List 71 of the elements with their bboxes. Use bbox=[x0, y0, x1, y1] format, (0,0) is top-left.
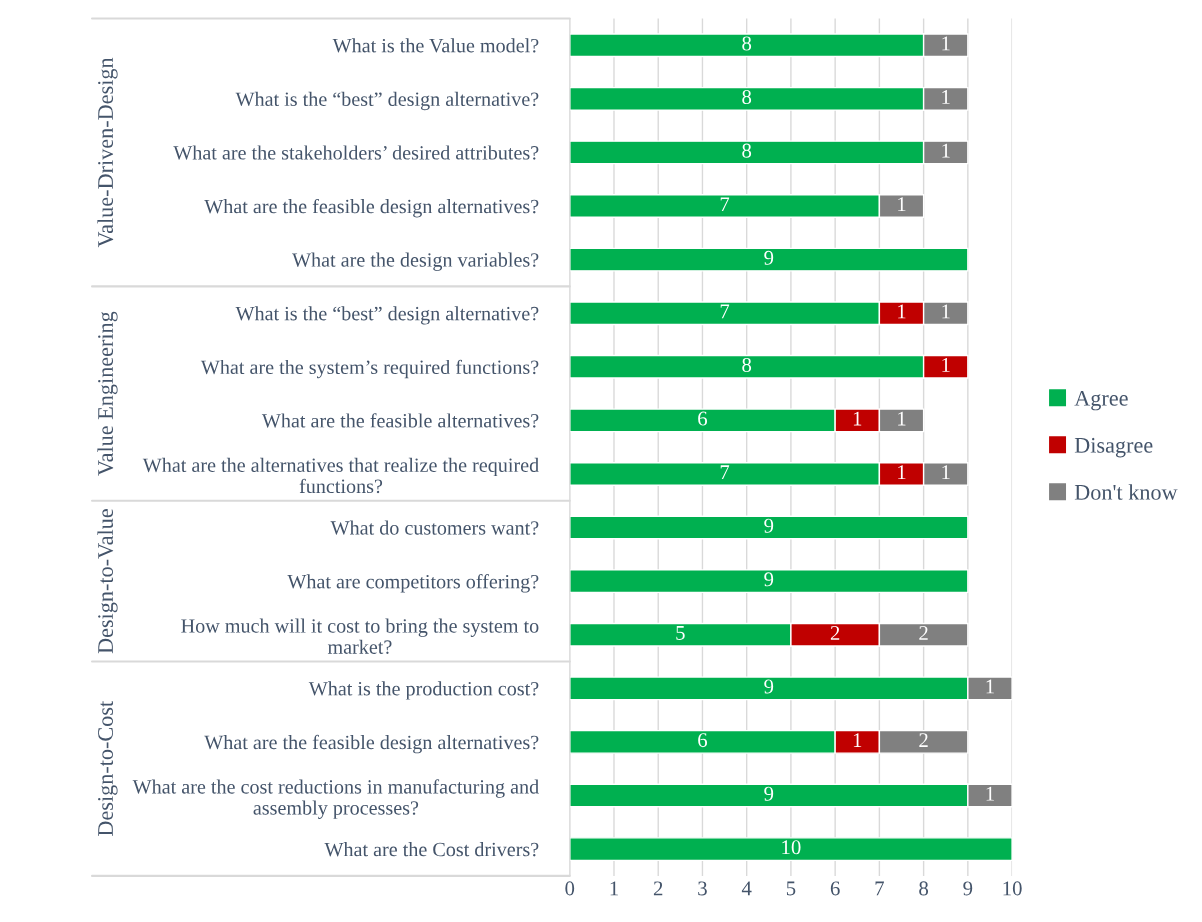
data-label: 9 bbox=[764, 572, 774, 587]
y-tick-label: What are the feasible design alternatives? bbox=[204, 734, 539, 754]
data-label: 7 bbox=[720, 465, 730, 479]
x-tick-label: 1 bbox=[610, 881, 618, 896]
text: Value Engineering bbox=[97, 311, 118, 476]
legend-label: Disagree bbox=[1074, 437, 1153, 458]
y-tick-label: What are the stakeholders’ desired attributes? bbox=[173, 145, 539, 160]
data-label: 10 bbox=[782, 840, 801, 855]
x-tick-label: 2 bbox=[653, 881, 663, 896]
data-label: 2 bbox=[919, 625, 928, 640]
data-label: 7 bbox=[720, 304, 730, 319]
data-label: 9 bbox=[764, 679, 774, 694]
y-tick-label: What are the cost reductions in manufacturing and assembly processes? bbox=[132, 779, 539, 819]
text: Design-to-Cost bbox=[98, 700, 118, 836]
data-label: 9 bbox=[764, 786, 774, 801]
data-label: 1 bbox=[942, 36, 950, 51]
data-label: 1 bbox=[853, 411, 862, 426]
x-tick-label: 5 bbox=[786, 881, 796, 896]
data-label: 6 bbox=[698, 411, 708, 426]
text: Value-Driven-Design bbox=[97, 57, 118, 248]
data-label: 1 bbox=[898, 465, 906, 479]
bar bbox=[569, 515, 969, 540]
y-tick-label: What are the feasible alternatives? bbox=[261, 413, 539, 428]
data-label: 1 bbox=[898, 304, 906, 319]
data-label: 8 bbox=[742, 36, 752, 51]
data-label: 1 bbox=[898, 411, 906, 426]
y-tick-label: What is the “best” design alternative? bbox=[235, 91, 539, 111]
y-tick-label: What are competitors offering? bbox=[287, 574, 539, 593]
data-label: 1 bbox=[942, 465, 950, 479]
x-tick-label: 8 bbox=[919, 881, 929, 896]
data-label: 1 bbox=[942, 90, 950, 104]
y-tick-label: What do customers want? bbox=[330, 520, 539, 535]
y-tick-label: What is the “best” design alternative? bbox=[235, 306, 539, 325]
y-tick-label: What are the alternatives that realize the required functions? bbox=[142, 457, 539, 494]
data-label: 8 bbox=[742, 357, 752, 372]
data-label: 1 bbox=[986, 786, 994, 801]
y-tick-label: What is the Value model? bbox=[332, 38, 539, 53]
bar bbox=[569, 837, 1013, 862]
data-label: 8 bbox=[742, 89, 752, 105]
y-tick-label: What are the feasible design alternatives? bbox=[204, 198, 539, 218]
x-tick-label: 0 bbox=[565, 881, 575, 896]
y-tick-label: What are the design variables? bbox=[292, 252, 539, 271]
x-tick-label: 9 bbox=[963, 881, 973, 896]
data-label: 9 bbox=[764, 250, 774, 265]
bar bbox=[569, 247, 969, 272]
data-label: 6 bbox=[698, 733, 708, 748]
y-tick-label: What are the Cost drivers? bbox=[324, 842, 539, 857]
bar bbox=[569, 569, 969, 594]
data-label: 1 bbox=[986, 679, 994, 694]
legend-label: Don't know bbox=[1074, 484, 1178, 500]
data-label: 1 bbox=[898, 197, 906, 212]
y-tick-label: What is the production cost? bbox=[308, 681, 539, 700]
y-tick-label: What are the system’s required functions? bbox=[200, 359, 539, 379]
x-tick-label: 6 bbox=[830, 881, 840, 896]
y-tick-label: How much will it cost to bring the system to market? bbox=[181, 618, 539, 654]
data-label: 1 bbox=[942, 143, 950, 158]
legend-label: Agree bbox=[1074, 390, 1128, 411]
data-label: 8 bbox=[742, 143, 752, 158]
data-label: 1 bbox=[853, 733, 862, 747]
x-tick-label: 3 bbox=[698, 881, 707, 896]
x-tick-label: 10 bbox=[1003, 881, 1022, 896]
data-label: 1 bbox=[942, 358, 950, 372]
x-tick-label: 4 bbox=[741, 881, 752, 896]
x-tick-label: 7 bbox=[875, 881, 884, 896]
data-label: 9 bbox=[764, 518, 774, 533]
text: Design-to-Value bbox=[97, 509, 118, 654]
data-label: 7 bbox=[720, 197, 730, 212]
data-label: 2 bbox=[919, 733, 928, 747]
data-label: 1 bbox=[942, 304, 950, 319]
data-label: 2 bbox=[830, 625, 840, 640]
data-label: 5 bbox=[676, 626, 685, 640]
